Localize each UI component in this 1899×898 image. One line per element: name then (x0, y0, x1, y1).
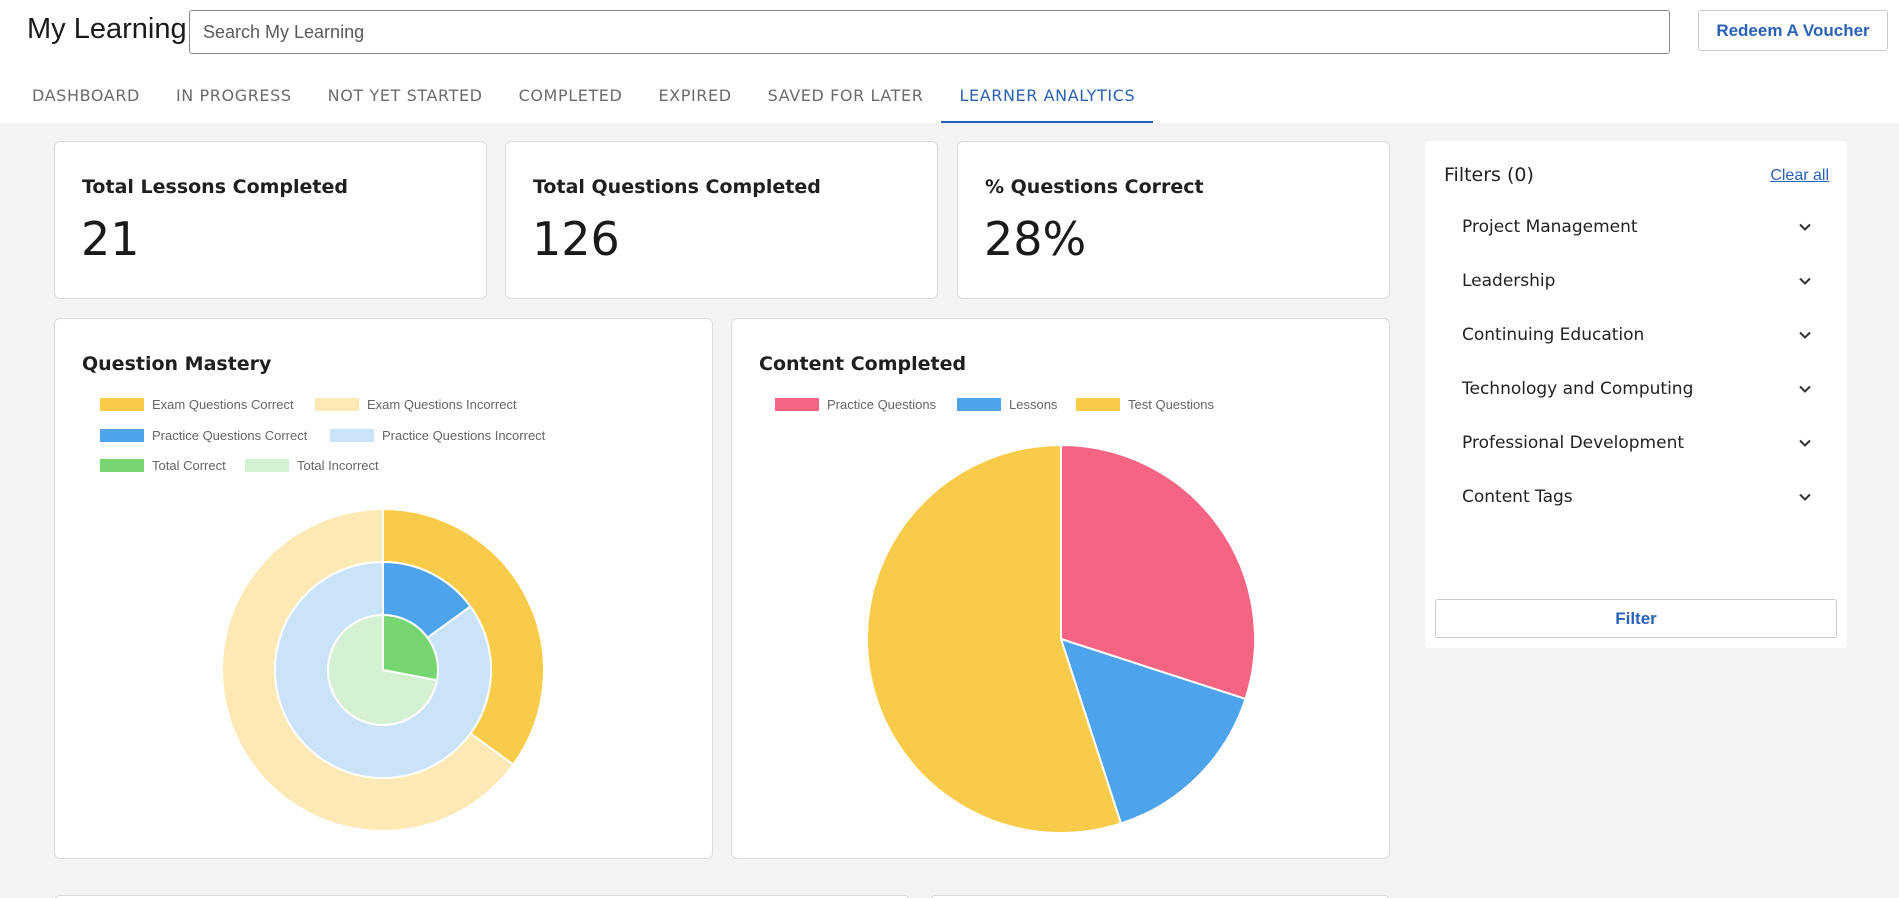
filter-technology-and-computing[interactable]: Technology and Computing (1462, 369, 1814, 409)
chevron-down-icon (1799, 331, 1811, 339)
filter-label: Leadership (1462, 271, 1556, 291)
filters-title: Filters (0) (1444, 164, 1534, 186)
legend-swatch (315, 398, 359, 411)
filter-content-tags[interactable]: Content Tags (1462, 477, 1814, 517)
legend-label: Practice Questions Correct (152, 428, 308, 443)
legend-label: Total Correct (152, 458, 226, 473)
filter-label: Technology and Computing (1462, 379, 1694, 399)
legend-swatch (100, 429, 144, 442)
stat-value: 21 (81, 212, 140, 266)
page-title: My Learning (27, 13, 187, 45)
legend-swatch (245, 459, 289, 472)
chevron-down-icon (1799, 493, 1811, 501)
filter-leadership[interactable]: Leadership (1462, 261, 1814, 301)
legend-label: Practice Questions Incorrect (382, 428, 546, 443)
legend-item-practice-correct[interactable]: Practice Questions Correct (100, 428, 307, 443)
filters-panel: Filters (0) Clear all Project Management… (1425, 141, 1847, 648)
question-mastery-card: Question Mastery Exam Questions Correct … (54, 318, 713, 859)
legend-item-test-questions[interactable]: Test Questions (1076, 397, 1214, 412)
legend-swatch (1076, 398, 1120, 411)
top-bar: My Learning Redeem A Voucher DASHBOARD I… (0, 0, 1899, 123)
stat-label: Total Questions Completed (533, 176, 821, 198)
tab-bar: DASHBOARD IN PROGRESS NOT YET STARTED CO… (14, 72, 1154, 123)
legend-label: Exam Questions Correct (152, 397, 294, 412)
tab-expired[interactable]: EXPIRED (658, 86, 732, 105)
legend-item-practice-incorrect[interactable]: Practice Questions Incorrect (330, 428, 545, 443)
tab-dashboard[interactable]: DASHBOARD (32, 86, 140, 105)
legend-swatch (775, 398, 819, 411)
filter-project-management[interactable]: Project Management (1462, 207, 1814, 247)
stat-label: % Questions Correct (985, 176, 1204, 198)
slice-test-questions[interactable] (866, 443, 1123, 834)
stat-card-questions: Total Questions Completed 126 (505, 141, 938, 299)
filter-label: Project Management (1462, 217, 1638, 237)
question-mastery-chart (221, 507, 545, 832)
stat-label: Total Lessons Completed (82, 176, 348, 198)
filter-professional-development[interactable]: Professional Development (1462, 423, 1814, 463)
legend-label: Practice Questions (827, 397, 937, 412)
stat-card-percent-correct: % Questions Correct 28% (957, 141, 1390, 299)
content-completed-card: Content Completed Practice Questions Les… (731, 318, 1390, 859)
legend-swatch (100, 398, 144, 411)
legend-label: Test Questions (1128, 397, 1214, 412)
chart-title: Question Mastery (82, 353, 272, 375)
filter-label: Content Tags (1462, 487, 1573, 507)
legend-label: Total Incorrect (297, 458, 379, 473)
filter-button[interactable]: Filter (1435, 599, 1837, 638)
clear-all-link[interactable]: Clear all (1770, 167, 1829, 184)
slice-practice-questions[interactable] (1060, 443, 1256, 701)
legend-item-lessons[interactable]: Lessons (957, 397, 1057, 412)
filter-label: Professional Development (1462, 433, 1685, 453)
legend-item-exam-incorrect[interactable]: Exam Questions Incorrect (315, 397, 517, 412)
tab-completed[interactable]: COMPLETED (518, 86, 623, 105)
legend-item-total-correct[interactable]: Total Correct (100, 458, 226, 473)
stat-value: 126 (532, 212, 620, 266)
chevron-down-icon (1799, 223, 1811, 231)
chevron-down-icon (1799, 277, 1811, 285)
slice-total-incorrect[interactable] (327, 613, 439, 726)
legend-swatch (330, 429, 374, 442)
content-completed-chart (866, 443, 1256, 834)
legend-swatch (100, 459, 144, 472)
chevron-down-icon (1799, 439, 1811, 447)
chart-title: Content Completed (759, 353, 967, 375)
filter-label: Continuing Education (1462, 325, 1645, 345)
filter-continuing-education[interactable]: Continuing Education (1462, 315, 1814, 355)
search-input[interactable] (189, 10, 1670, 54)
legend-item-exam-correct[interactable]: Exam Questions Correct (100, 397, 294, 412)
legend-label: Exam Questions Incorrect (367, 397, 517, 412)
stat-value: 28% (984, 212, 1087, 266)
redeem-voucher-button[interactable]: Redeem A Voucher (1698, 10, 1888, 51)
chevron-down-icon (1799, 385, 1811, 393)
stat-card-lessons: Total Lessons Completed 21 (54, 141, 487, 299)
legend-label: Lessons (1009, 397, 1058, 412)
tab-not-yet-started[interactable]: NOT YET STARTED (327, 86, 483, 105)
legend-item-practice-questions[interactable]: Practice Questions (775, 397, 936, 412)
legend-item-total-incorrect[interactable]: Total Incorrect (245, 458, 379, 473)
tab-in-progress[interactable]: IN PROGRESS (175, 86, 292, 105)
slice-lessons[interactable] (1059, 637, 1247, 825)
slice-total-correct[interactable] (382, 613, 439, 682)
tab-saved-for-later[interactable]: SAVED FOR LATER (767, 86, 924, 105)
legend-swatch (957, 398, 1001, 411)
tab-learner-analytics[interactable]: LEARNER ANALYTICS (941, 72, 1154, 123)
